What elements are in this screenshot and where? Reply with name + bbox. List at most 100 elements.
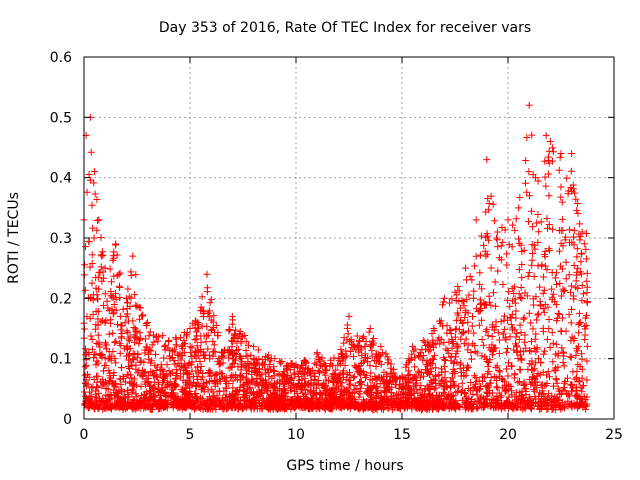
data-point <box>506 333 514 341</box>
data-point <box>516 365 524 373</box>
data-point <box>528 131 536 139</box>
data-point <box>449 339 457 347</box>
data-point <box>112 306 120 314</box>
data-point <box>489 200 497 208</box>
data-point <box>120 374 128 382</box>
data-point <box>555 166 563 174</box>
data-point <box>409 343 417 351</box>
data-point <box>527 319 535 327</box>
data-point <box>111 339 119 347</box>
data-point <box>549 405 557 413</box>
data-point <box>463 364 471 372</box>
data-point <box>512 215 520 223</box>
data-point <box>542 182 550 190</box>
data-point <box>440 383 448 391</box>
data-point <box>381 387 389 395</box>
data-point <box>403 361 411 369</box>
data-point <box>144 403 152 411</box>
data-point <box>474 307 482 315</box>
data-point <box>495 254 503 262</box>
data-point <box>373 356 381 364</box>
data-point <box>557 327 565 335</box>
data-point <box>500 312 508 320</box>
data-point <box>398 385 406 393</box>
data-point <box>273 394 281 402</box>
data-point <box>94 321 102 329</box>
data-point <box>415 352 423 360</box>
data-point <box>320 360 328 368</box>
data-point <box>149 369 157 377</box>
data-point <box>183 329 191 337</box>
data-point <box>232 356 240 364</box>
data-point <box>93 226 101 234</box>
data-point <box>148 341 156 349</box>
data-point <box>529 223 537 231</box>
data-point <box>530 241 538 249</box>
data-point <box>385 356 393 364</box>
data-point <box>256 404 264 412</box>
data-point <box>489 351 497 359</box>
data-point <box>484 194 492 202</box>
data-point <box>438 368 446 376</box>
data-point <box>556 247 564 255</box>
data-point <box>492 318 500 326</box>
data-point <box>549 290 557 298</box>
data-point <box>229 392 237 400</box>
data-point <box>191 324 199 332</box>
data-point <box>168 368 176 376</box>
data-point <box>258 379 266 387</box>
data-point <box>311 359 319 367</box>
data-point <box>396 381 404 389</box>
data-point <box>126 350 134 358</box>
data-point <box>487 264 495 272</box>
data-point <box>582 245 590 253</box>
data-point <box>542 131 550 139</box>
data-point <box>450 368 458 376</box>
data-point <box>301 381 309 389</box>
data-point <box>541 395 549 403</box>
data-point <box>498 375 506 383</box>
data-point <box>562 233 570 241</box>
data-point <box>350 373 358 381</box>
data-point <box>200 399 208 407</box>
data-point <box>429 355 437 363</box>
data-point <box>454 311 462 319</box>
data-point <box>520 348 528 356</box>
data-point <box>442 345 450 353</box>
data-point <box>92 325 100 333</box>
data-point <box>310 401 318 409</box>
data-point <box>164 393 172 401</box>
data-point <box>546 344 554 352</box>
data-point <box>333 402 341 410</box>
data-point <box>583 269 591 277</box>
data-point <box>532 330 540 338</box>
data-point <box>172 402 180 410</box>
data-point <box>530 272 538 280</box>
data-point <box>222 395 230 403</box>
data-point <box>212 370 220 378</box>
data-point <box>367 369 375 377</box>
data-point <box>115 271 123 279</box>
data-point <box>494 384 502 392</box>
data-point <box>170 356 178 364</box>
data-point <box>478 285 486 293</box>
data-point <box>512 389 520 397</box>
data-point <box>171 398 179 406</box>
data-point <box>488 341 496 349</box>
data-point <box>200 380 208 388</box>
data-point <box>532 378 540 386</box>
data-point <box>429 339 437 347</box>
data-point <box>350 343 358 351</box>
data-point <box>315 369 323 377</box>
data-point <box>580 240 588 248</box>
data-point <box>415 369 423 377</box>
data-point <box>210 341 218 349</box>
data-point <box>549 398 557 406</box>
data-point <box>209 395 217 403</box>
data-point <box>545 221 553 229</box>
data-point <box>126 303 134 311</box>
data-point <box>426 381 434 389</box>
data-point <box>460 302 468 310</box>
data-point <box>187 348 195 356</box>
